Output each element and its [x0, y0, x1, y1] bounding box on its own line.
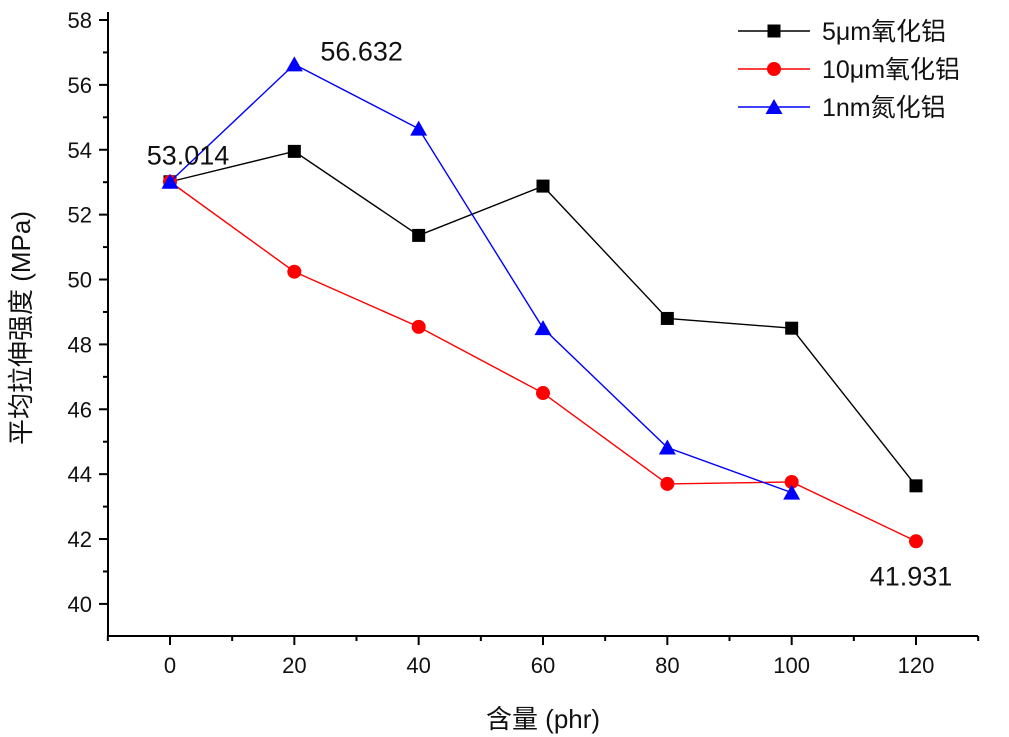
y-axis-title: 平均拉伸强度 (MPa)	[6, 211, 36, 445]
data-point	[909, 479, 923, 493]
x-tick-label: 20	[282, 653, 306, 678]
legend-label: 10μm氧化铝	[822, 56, 960, 84]
x-tick-label: 120	[898, 653, 935, 678]
data-point	[410, 120, 428, 136]
data-point	[412, 228, 426, 242]
series-line	[169, 181, 917, 542]
x-tick-label: 0	[164, 653, 176, 678]
y-tick-label: 56	[68, 73, 92, 98]
y-tick-label: 42	[68, 527, 92, 552]
x-tick-label: 80	[655, 653, 679, 678]
data-point	[287, 264, 302, 279]
series-line	[169, 63, 792, 494]
axes: 0 20 40 60 80 100 120 40 42 44 46 48 50 52 54 56 58	[68, 8, 980, 678]
data-point	[784, 474, 799, 489]
legend-item: 1nm氮化铝	[738, 94, 946, 122]
y-tick-label: 48	[68, 332, 92, 357]
data-label: 41.931	[870, 561, 953, 591]
legend-label: 5μm氧化铝	[822, 18, 946, 46]
y-tick-label: 54	[68, 138, 92, 163]
series-layer	[161, 56, 924, 549]
y-tick-label: 40	[68, 592, 92, 617]
data-point	[536, 386, 551, 401]
y-tick-label: 50	[68, 268, 92, 293]
data-point	[534, 320, 552, 336]
series-line	[169, 150, 917, 487]
data-point	[660, 311, 674, 325]
data-point	[287, 144, 301, 158]
y-tick-label: 52	[68, 203, 92, 228]
data-point	[285, 56, 303, 72]
data-point	[909, 534, 924, 549]
legend: 5μm氧化铝 10μm氧化铝 1nm氮化铝	[738, 18, 960, 122]
data-label: 53.014	[147, 141, 230, 171]
data-point	[658, 439, 676, 455]
y-tick-label: 58	[68, 8, 92, 33]
data-point	[785, 321, 799, 335]
legend-marker-square-icon	[767, 24, 781, 38]
legend-marker-circle-icon	[767, 62, 781, 76]
legend-label: 1nm氮化铝	[822, 94, 946, 122]
series-3	[161, 56, 801, 500]
legend-item: 5μm氧化铝	[738, 18, 946, 46]
annotations: 53.014 56.632 41.931	[147, 36, 953, 591]
y-tick-label: 44	[68, 462, 92, 487]
data-point	[536, 179, 550, 193]
series-2	[163, 174, 924, 549]
data-point	[161, 173, 179, 189]
data-point	[660, 476, 675, 491]
legend-item: 10μm氧化铝	[738, 56, 960, 84]
data-point	[783, 484, 801, 500]
x-tick-label: 60	[531, 653, 555, 678]
x-tick-label: 40	[406, 653, 430, 678]
data-point	[411, 319, 426, 334]
series-1	[163, 144, 923, 493]
legend-marker-triangle-icon	[765, 99, 783, 114]
y-tick-label: 46	[68, 397, 92, 422]
data-label: 56.632	[320, 36, 403, 66]
x-axis-title: 含量 (phr)	[486, 704, 600, 734]
x-tick-label: 100	[773, 653, 810, 678]
